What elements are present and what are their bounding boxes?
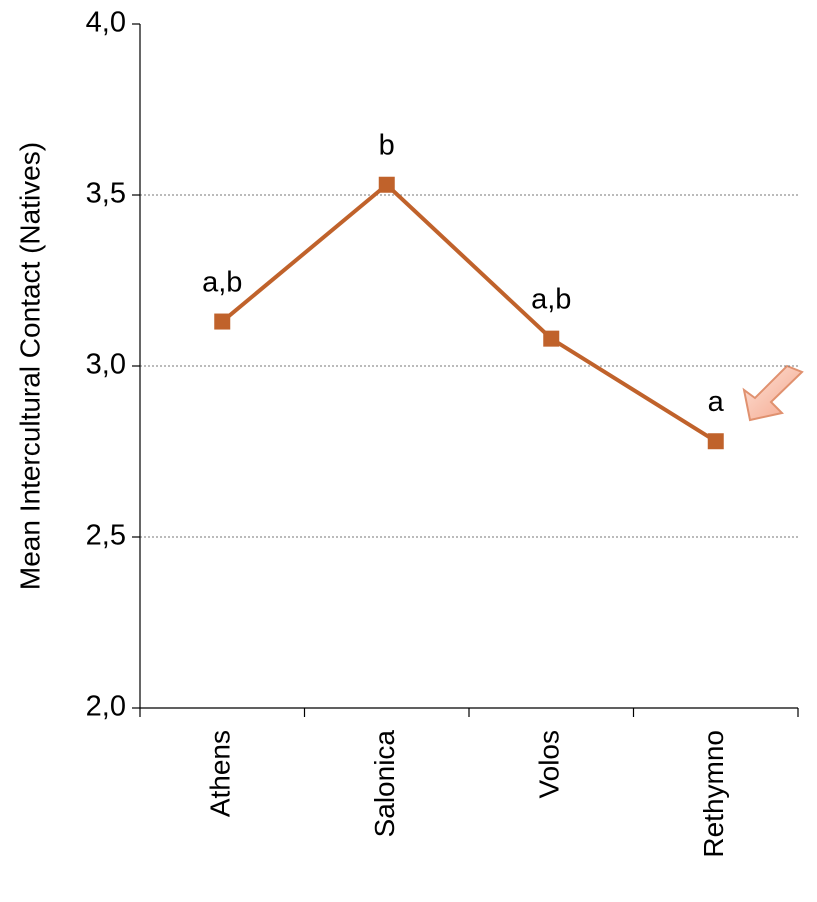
x-tick-label: Athens — [205, 730, 236, 817]
line — [220, 182, 717, 443]
x-tick-label: Volos — [534, 730, 565, 799]
x-tick-label: Salonica — [369, 730, 400, 838]
marker — [543, 330, 560, 347]
x-tick-label: Rethymno — [698, 730, 729, 858]
y-tick-label: 3,5 — [86, 178, 126, 210]
arrow — [742, 364, 804, 422]
marker — [214, 313, 231, 330]
y-axis-label: Mean Intercultural Contact (Natives) — [14, 142, 45, 590]
y-tick-label: 2,5 — [86, 520, 126, 552]
annotation: a,b — [202, 267, 242, 299]
marker — [707, 433, 724, 450]
y-tick-label: 4,0 — [86, 7, 126, 39]
annotation: a,b — [531, 284, 571, 316]
annotation: a — [708, 386, 725, 418]
y-tick-label: 3,0 — [86, 349, 126, 381]
y-tick-label: 2,0 — [86, 691, 126, 723]
marker — [378, 176, 395, 193]
annotation: b — [379, 130, 395, 162]
